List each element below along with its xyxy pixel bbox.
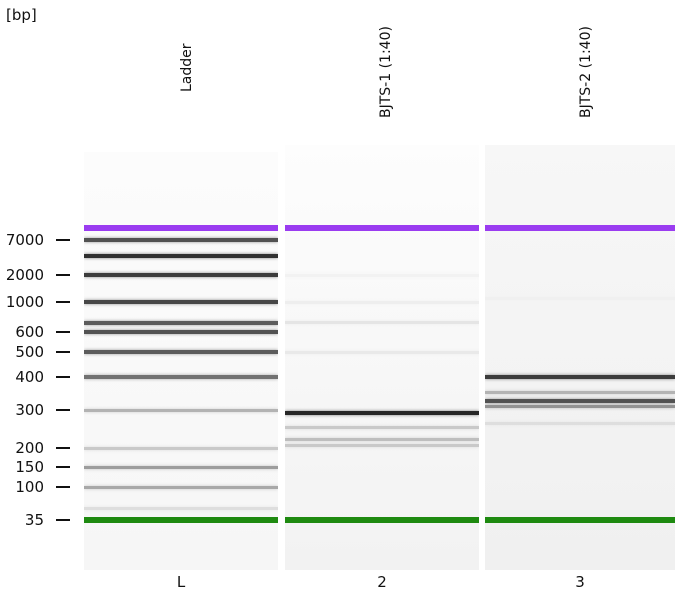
size-label: 300	[15, 401, 44, 419]
gel-lane-bjts-2	[485, 145, 675, 570]
size-tick	[56, 466, 70, 468]
gel-band	[285, 300, 479, 304]
upper-marker-band	[485, 225, 675, 231]
size-label: 35	[24, 511, 44, 529]
gel-band	[285, 444, 479, 448]
size-label: 1000	[5, 293, 44, 311]
size-label: 150	[15, 458, 44, 476]
gel-band	[485, 375, 675, 379]
gel-band	[84, 465, 278, 469]
lane-label-bjts-1: BJTS-1 (1:40)	[378, 26, 394, 118]
gel-band	[285, 425, 479, 429]
gel-band	[84, 350, 278, 354]
lower-marker-band	[84, 517, 278, 523]
size-tick	[56, 486, 70, 488]
lane-number-ladder: L	[176, 573, 186, 591]
lane-label-bjts-2: BJTS-2 (1:40)	[578, 26, 594, 118]
gel-band	[84, 485, 278, 489]
size-tick	[56, 409, 70, 411]
size-tick	[56, 351, 70, 353]
size-tick	[56, 331, 70, 333]
lane-number-bjts-1: 2	[377, 573, 387, 591]
size-tick	[56, 239, 70, 241]
size-label: 2000	[5, 266, 44, 284]
lower-marker-band	[285, 517, 479, 523]
gel-band	[84, 253, 278, 258]
gel-band	[84, 507, 278, 511]
size-tick	[56, 447, 70, 449]
size-label: 500	[15, 343, 44, 361]
upper-marker-band	[84, 225, 278, 231]
size-label: 7000	[5, 231, 44, 249]
gel-band	[285, 273, 479, 277]
gel-band	[485, 421, 675, 425]
gel-band	[485, 390, 675, 394]
gel-band	[285, 350, 479, 354]
gel-band	[84, 238, 278, 242]
size-label: 100	[15, 478, 44, 496]
gel-band	[485, 296, 675, 300]
gel-band	[84, 446, 278, 450]
gel-band	[285, 437, 479, 441]
gel-band	[485, 404, 675, 408]
unit-label: [bp]	[6, 6, 37, 24]
size-tick	[56, 519, 70, 521]
gel-band	[84, 320, 278, 325]
size-tick	[56, 301, 70, 303]
size-tick	[56, 376, 70, 378]
gel-band	[485, 398, 675, 403]
size-tick	[56, 274, 70, 276]
gel-band	[84, 273, 278, 277]
gel-lane-ladder	[84, 152, 278, 570]
gel-band	[84, 330, 278, 334]
size-label: 600	[15, 323, 44, 341]
gel-band	[84, 408, 278, 412]
gel-band	[84, 375, 278, 379]
gel-band	[285, 321, 479, 325]
size-label: 400	[15, 368, 44, 386]
gel-band	[285, 411, 479, 416]
size-label: 200	[15, 439, 44, 457]
gel-lane-bjts-1	[285, 145, 479, 570]
upper-marker-band	[285, 225, 479, 231]
lane-number-bjts-2: 3	[575, 573, 585, 591]
gel-band	[84, 300, 278, 304]
lane-label-ladder: Ladder	[179, 43, 195, 92]
lower-marker-band	[485, 517, 675, 523]
